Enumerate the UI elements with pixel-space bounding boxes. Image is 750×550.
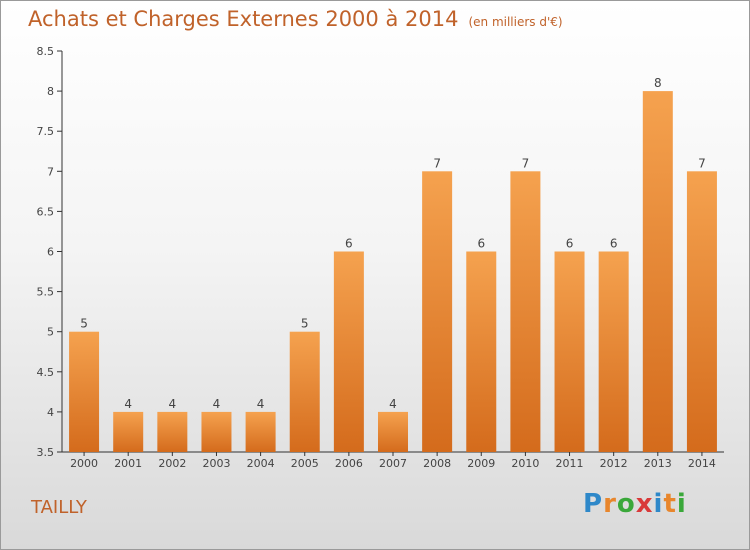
bar-value-label: 4	[169, 397, 177, 411]
bar-value-label: 6	[477, 237, 485, 251]
y-tick-label: 4	[47, 406, 54, 419]
y-tick-label: 7.5	[37, 125, 55, 138]
x-tick-label: 2013	[644, 457, 672, 470]
chart-title-text: Achats et Charges Externes 2000 à 2014	[28, 7, 459, 31]
y-tick-label: 5	[47, 326, 54, 339]
x-tick-label: 2011	[556, 457, 584, 470]
bar	[289, 331, 320, 452]
x-tick-label: 2001	[114, 457, 142, 470]
chart-unit: (en milliers d'€)	[468, 15, 563, 29]
bar-value-label: 4	[389, 397, 397, 411]
logo-letter: o	[616, 489, 636, 519]
y-tick-label: 6	[47, 246, 54, 259]
bar-value-label: 7	[522, 156, 530, 170]
y-tick-label: 6.5	[37, 205, 55, 218]
x-tick-label: 2014	[688, 457, 716, 470]
y-axis: 3.5 4 4.5 5 5.5 6 6.5 7 7.5 8 8.5	[37, 45, 63, 459]
x-tick-label: 2009	[467, 457, 495, 470]
bar	[157, 411, 188, 452]
x-tick-label: 2008	[423, 457, 451, 470]
bar	[686, 171, 717, 453]
logo-letter: i	[653, 489, 664, 519]
x-tick-label: 2004	[247, 457, 275, 470]
bar-value-label: 6	[610, 237, 618, 251]
logo-letter: r	[603, 489, 617, 519]
bar	[598, 251, 629, 452]
x-tick-label: 2002	[158, 457, 186, 470]
logo-letter: i	[676, 489, 687, 519]
bar-value-label: 6	[345, 237, 353, 251]
y-tick-label: 3.5	[37, 446, 55, 459]
bar	[642, 91, 673, 452]
y-tick-label: 7	[47, 165, 54, 178]
x-tick-label: 2006	[335, 457, 363, 470]
bar-value-label: 4	[124, 397, 132, 411]
bar	[422, 171, 453, 453]
logo-letter: x	[635, 489, 654, 519]
logo-letter: t	[663, 489, 677, 519]
bar	[466, 251, 497, 452]
bar-value-label: 4	[257, 397, 265, 411]
x-tick-label: 2005	[291, 457, 319, 470]
bar	[333, 251, 364, 452]
bar-value-label: 4	[213, 397, 221, 411]
bar	[113, 411, 144, 452]
bar	[378, 411, 408, 452]
bar-value-label: 7	[698, 156, 706, 170]
y-tick-label: 4.5	[37, 366, 55, 379]
bar	[554, 251, 585, 452]
logo-letter: P	[583, 489, 604, 519]
x-tick-label: 2003	[202, 457, 230, 470]
city-name: TAILLY	[31, 497, 87, 518]
x-axis: 2000 2001 2002 2003 2004 2005 2006 2007 2008 2009…	[62, 451, 724, 470]
bar	[245, 411, 276, 452]
bar-value-label: 8	[654, 76, 662, 90]
bar-value-label: 7	[433, 156, 441, 170]
bar-value-label: 5	[80, 317, 88, 331]
y-tick-label: 8.5	[37, 45, 55, 58]
x-tick-label: 2012	[600, 457, 628, 470]
x-tick-label: 2007	[379, 457, 407, 470]
x-tick-label: 2010	[511, 457, 539, 470]
y-tick-label: 5.5	[37, 286, 55, 299]
y-tick-label: 8	[47, 85, 54, 98]
bar-value-label: 6	[566, 237, 574, 251]
bar-value-label: 5	[301, 317, 309, 331]
bar	[69, 331, 100, 452]
proxiti-logo: Proxiti	[583, 489, 687, 519]
bar	[201, 411, 232, 452]
x-tick-label: 2000	[70, 457, 98, 470]
chart-title: Achats et Charges Externes 2000 à 2014 (e…	[28, 7, 563, 31]
bars: 5 4 4 4 4 5 6 4 7 6 7 6 6 8 7	[69, 76, 717, 453]
bar	[510, 171, 541, 453]
